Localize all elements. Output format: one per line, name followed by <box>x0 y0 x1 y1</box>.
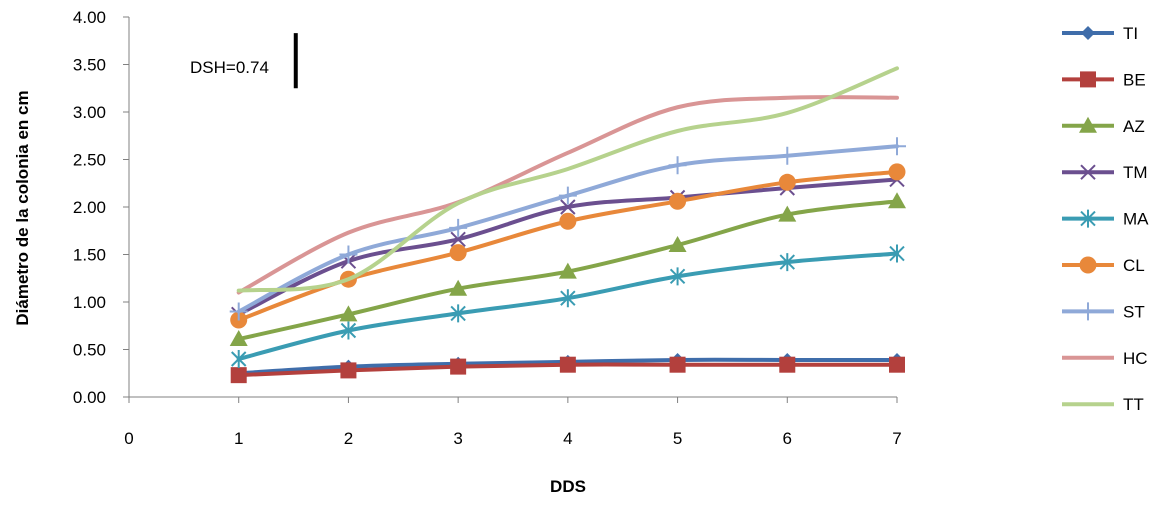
data-point-ma <box>889 244 905 263</box>
y-tick-label: 2.00 <box>73 198 106 217</box>
data-point-az <box>668 236 687 252</box>
series-line-hc <box>236 95 899 295</box>
data-point-st <box>888 137 906 156</box>
x-tick-label: 5 <box>673 429 682 448</box>
data-point-be <box>559 356 576 373</box>
x-axis-title: DDS <box>550 477 586 496</box>
data-point-tm <box>450 231 466 248</box>
data-point-ma <box>779 253 795 272</box>
data-point-st <box>339 245 358 264</box>
legend-label-be: BE <box>1123 70 1146 89</box>
data-point-az <box>229 330 248 347</box>
data-point-cl <box>888 163 906 181</box>
x-tick-label: 2 <box>344 429 353 448</box>
data-point-be <box>669 356 686 373</box>
data-point-cl <box>559 212 577 230</box>
legend-item-cl: CL <box>1062 256 1145 275</box>
y-tick-label: 0.50 <box>73 341 106 360</box>
series-az <box>229 192 906 347</box>
data-point-ma <box>231 350 247 368</box>
legend-marker-st <box>1079 302 1097 321</box>
y-tick-label: 4.00 <box>73 8 106 27</box>
y-axis-title: Diámetro de la colonia en cm <box>13 90 32 325</box>
y-tick-label: 3.50 <box>73 56 106 75</box>
x-tick-label: 4 <box>563 429 572 448</box>
legend-item-st: ST <box>1062 302 1145 321</box>
legend-item-be: BE <box>1062 70 1146 89</box>
legend-label-hc: HC <box>1123 349 1148 368</box>
series-line-tt <box>236 66 899 293</box>
data-point-st <box>449 218 468 237</box>
legend-marker-ti <box>1081 26 1095 40</box>
series-st <box>229 137 906 321</box>
legend-item-az: AZ <box>1062 116 1145 136</box>
data-point-be <box>779 356 796 373</box>
data-point-cl <box>669 192 687 210</box>
data-point-be <box>889 356 905 373</box>
data-point-st <box>778 146 797 165</box>
data-point-cl <box>778 173 796 191</box>
legend-item-tt: TT <box>1062 395 1144 414</box>
series-be <box>230 356 905 384</box>
series-hc <box>236 95 899 295</box>
data-point-az <box>888 192 906 209</box>
legend-label-st: ST <box>1123 302 1145 321</box>
legend-item-ma: MA <box>1062 209 1149 229</box>
dsh-annotation-label: DSH=0.74 <box>190 58 269 77</box>
y-tick-label: 1.50 <box>73 246 106 265</box>
x-tick-label: 6 <box>783 429 792 448</box>
legend-label-ti: TI <box>1123 24 1138 43</box>
data-point-be <box>450 358 467 375</box>
x-tick-label: 0 <box>124 429 133 448</box>
y-tick-label: 2.50 <box>73 151 106 170</box>
legend-label-tm: TM <box>1123 163 1148 182</box>
data-point-st <box>668 156 687 175</box>
data-point-ma <box>340 321 357 340</box>
legend-item-ti: TI <box>1062 24 1138 43</box>
y-tick-label: 3.00 <box>73 103 106 122</box>
x-tick-label: 1 <box>234 429 243 448</box>
x-tick-label: 3 <box>453 429 462 448</box>
data-point-be <box>230 367 247 384</box>
legend-label-ma: MA <box>1123 210 1149 229</box>
legend-marker-tm <box>1080 164 1096 180</box>
data-point-cl <box>449 244 467 262</box>
legend-label-tt: TT <box>1123 395 1144 414</box>
data-point-ma <box>560 289 576 308</box>
y-tick-label: 0.00 <box>73 388 106 407</box>
x-tick-label: 7 <box>892 429 901 448</box>
legend-marker-ma <box>1080 209 1096 228</box>
series-tt <box>236 66 899 293</box>
legend-item-hc: HC <box>1062 349 1148 368</box>
legend-label-az: AZ <box>1123 117 1145 136</box>
y-tick-label: 1.00 <box>73 293 106 312</box>
data-point-ma <box>669 267 686 286</box>
legend-label-cl: CL <box>1123 256 1145 275</box>
legend-marker-be <box>1080 71 1096 88</box>
data-point-be <box>340 362 357 379</box>
data-point-st <box>558 186 577 205</box>
data-point-ma <box>450 304 466 323</box>
data-point-az <box>558 262 577 279</box>
data-point-az <box>449 279 468 296</box>
data-point-az <box>339 305 358 322</box>
data-point-az <box>778 205 797 222</box>
legend-marker-cl <box>1079 256 1097 274</box>
series-ma <box>231 244 905 368</box>
legend-marker-az <box>1079 116 1097 133</box>
data-point-st <box>229 302 248 321</box>
legend-item-tm: TM <box>1062 163 1148 182</box>
data-point-tm <box>560 199 576 215</box>
